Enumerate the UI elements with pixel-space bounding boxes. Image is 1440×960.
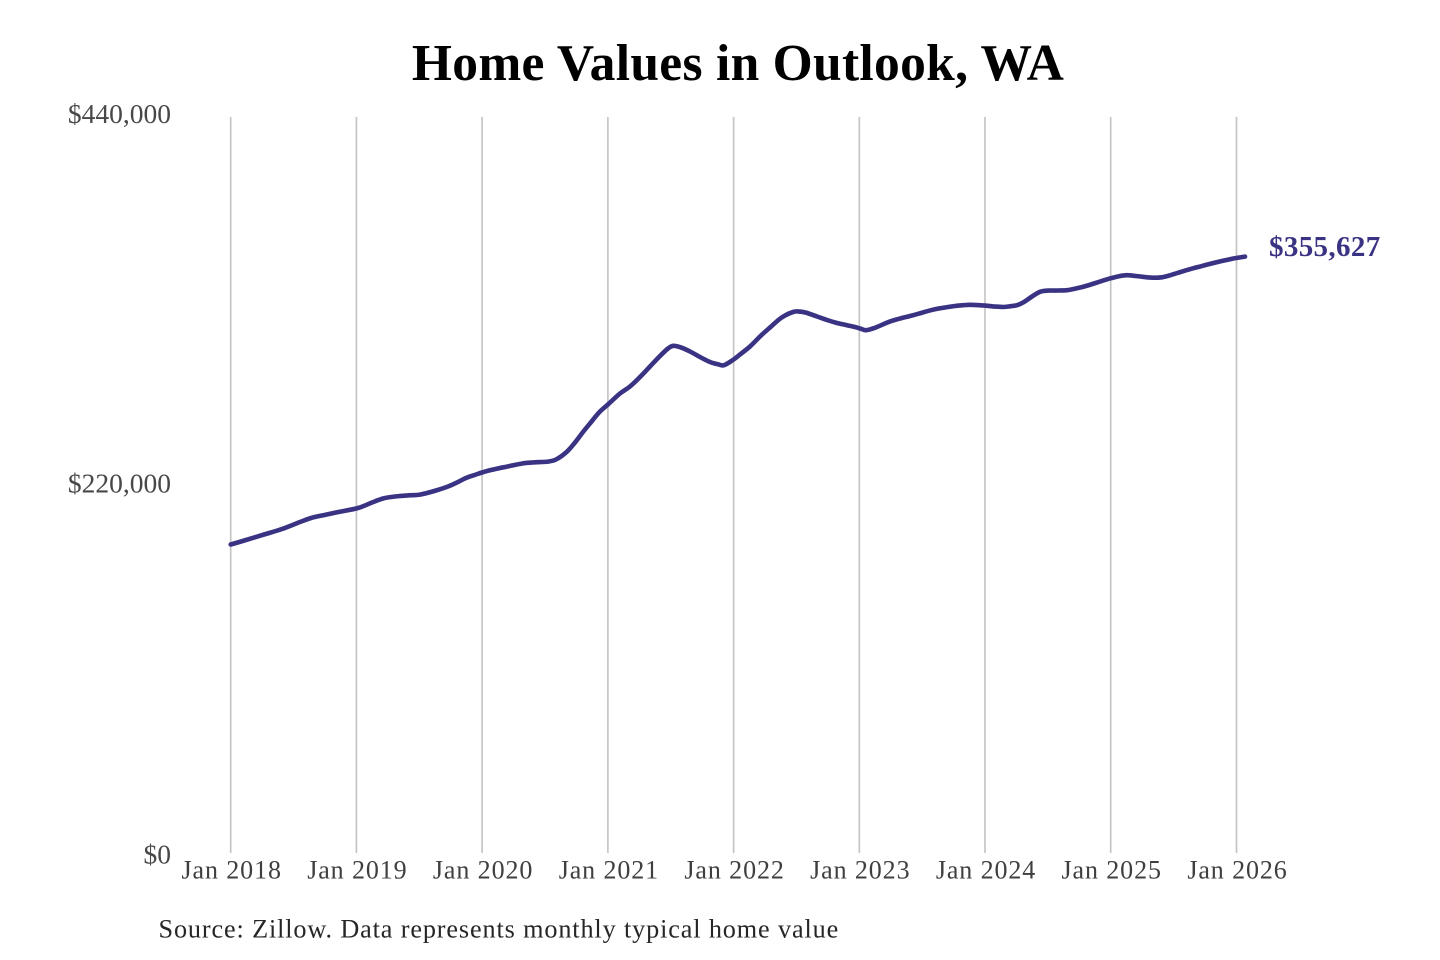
svg-text:Jan 2021: Jan 2021 <box>559 856 659 885</box>
svg-text:Source: Zillow. Data represent: Source: Zillow. Data represents monthly … <box>159 915 840 944</box>
svg-text:Jan 2019: Jan 2019 <box>307 856 407 885</box>
svg-text:Jan 2023: Jan 2023 <box>810 856 910 885</box>
svg-text:Home Values in Outlook, WA: Home Values in Outlook, WA <box>412 35 1064 92</box>
svg-text:Jan 2018: Jan 2018 <box>182 856 282 885</box>
svg-text:$440,000: $440,000 <box>68 98 171 129</box>
svg-text:Jan 2024: Jan 2024 <box>936 856 1036 885</box>
svg-text:$0: $0 <box>144 839 172 870</box>
svg-text:Jan 2026: Jan 2026 <box>1187 856 1287 885</box>
svg-text:$355,627: $355,627 <box>1269 231 1381 263</box>
svg-text:Jan 2022: Jan 2022 <box>684 856 784 885</box>
svg-text:Jan 2025: Jan 2025 <box>1062 856 1162 885</box>
svg-text:Jan 2020: Jan 2020 <box>433 856 533 885</box>
svg-text:$220,000: $220,000 <box>68 468 171 499</box>
